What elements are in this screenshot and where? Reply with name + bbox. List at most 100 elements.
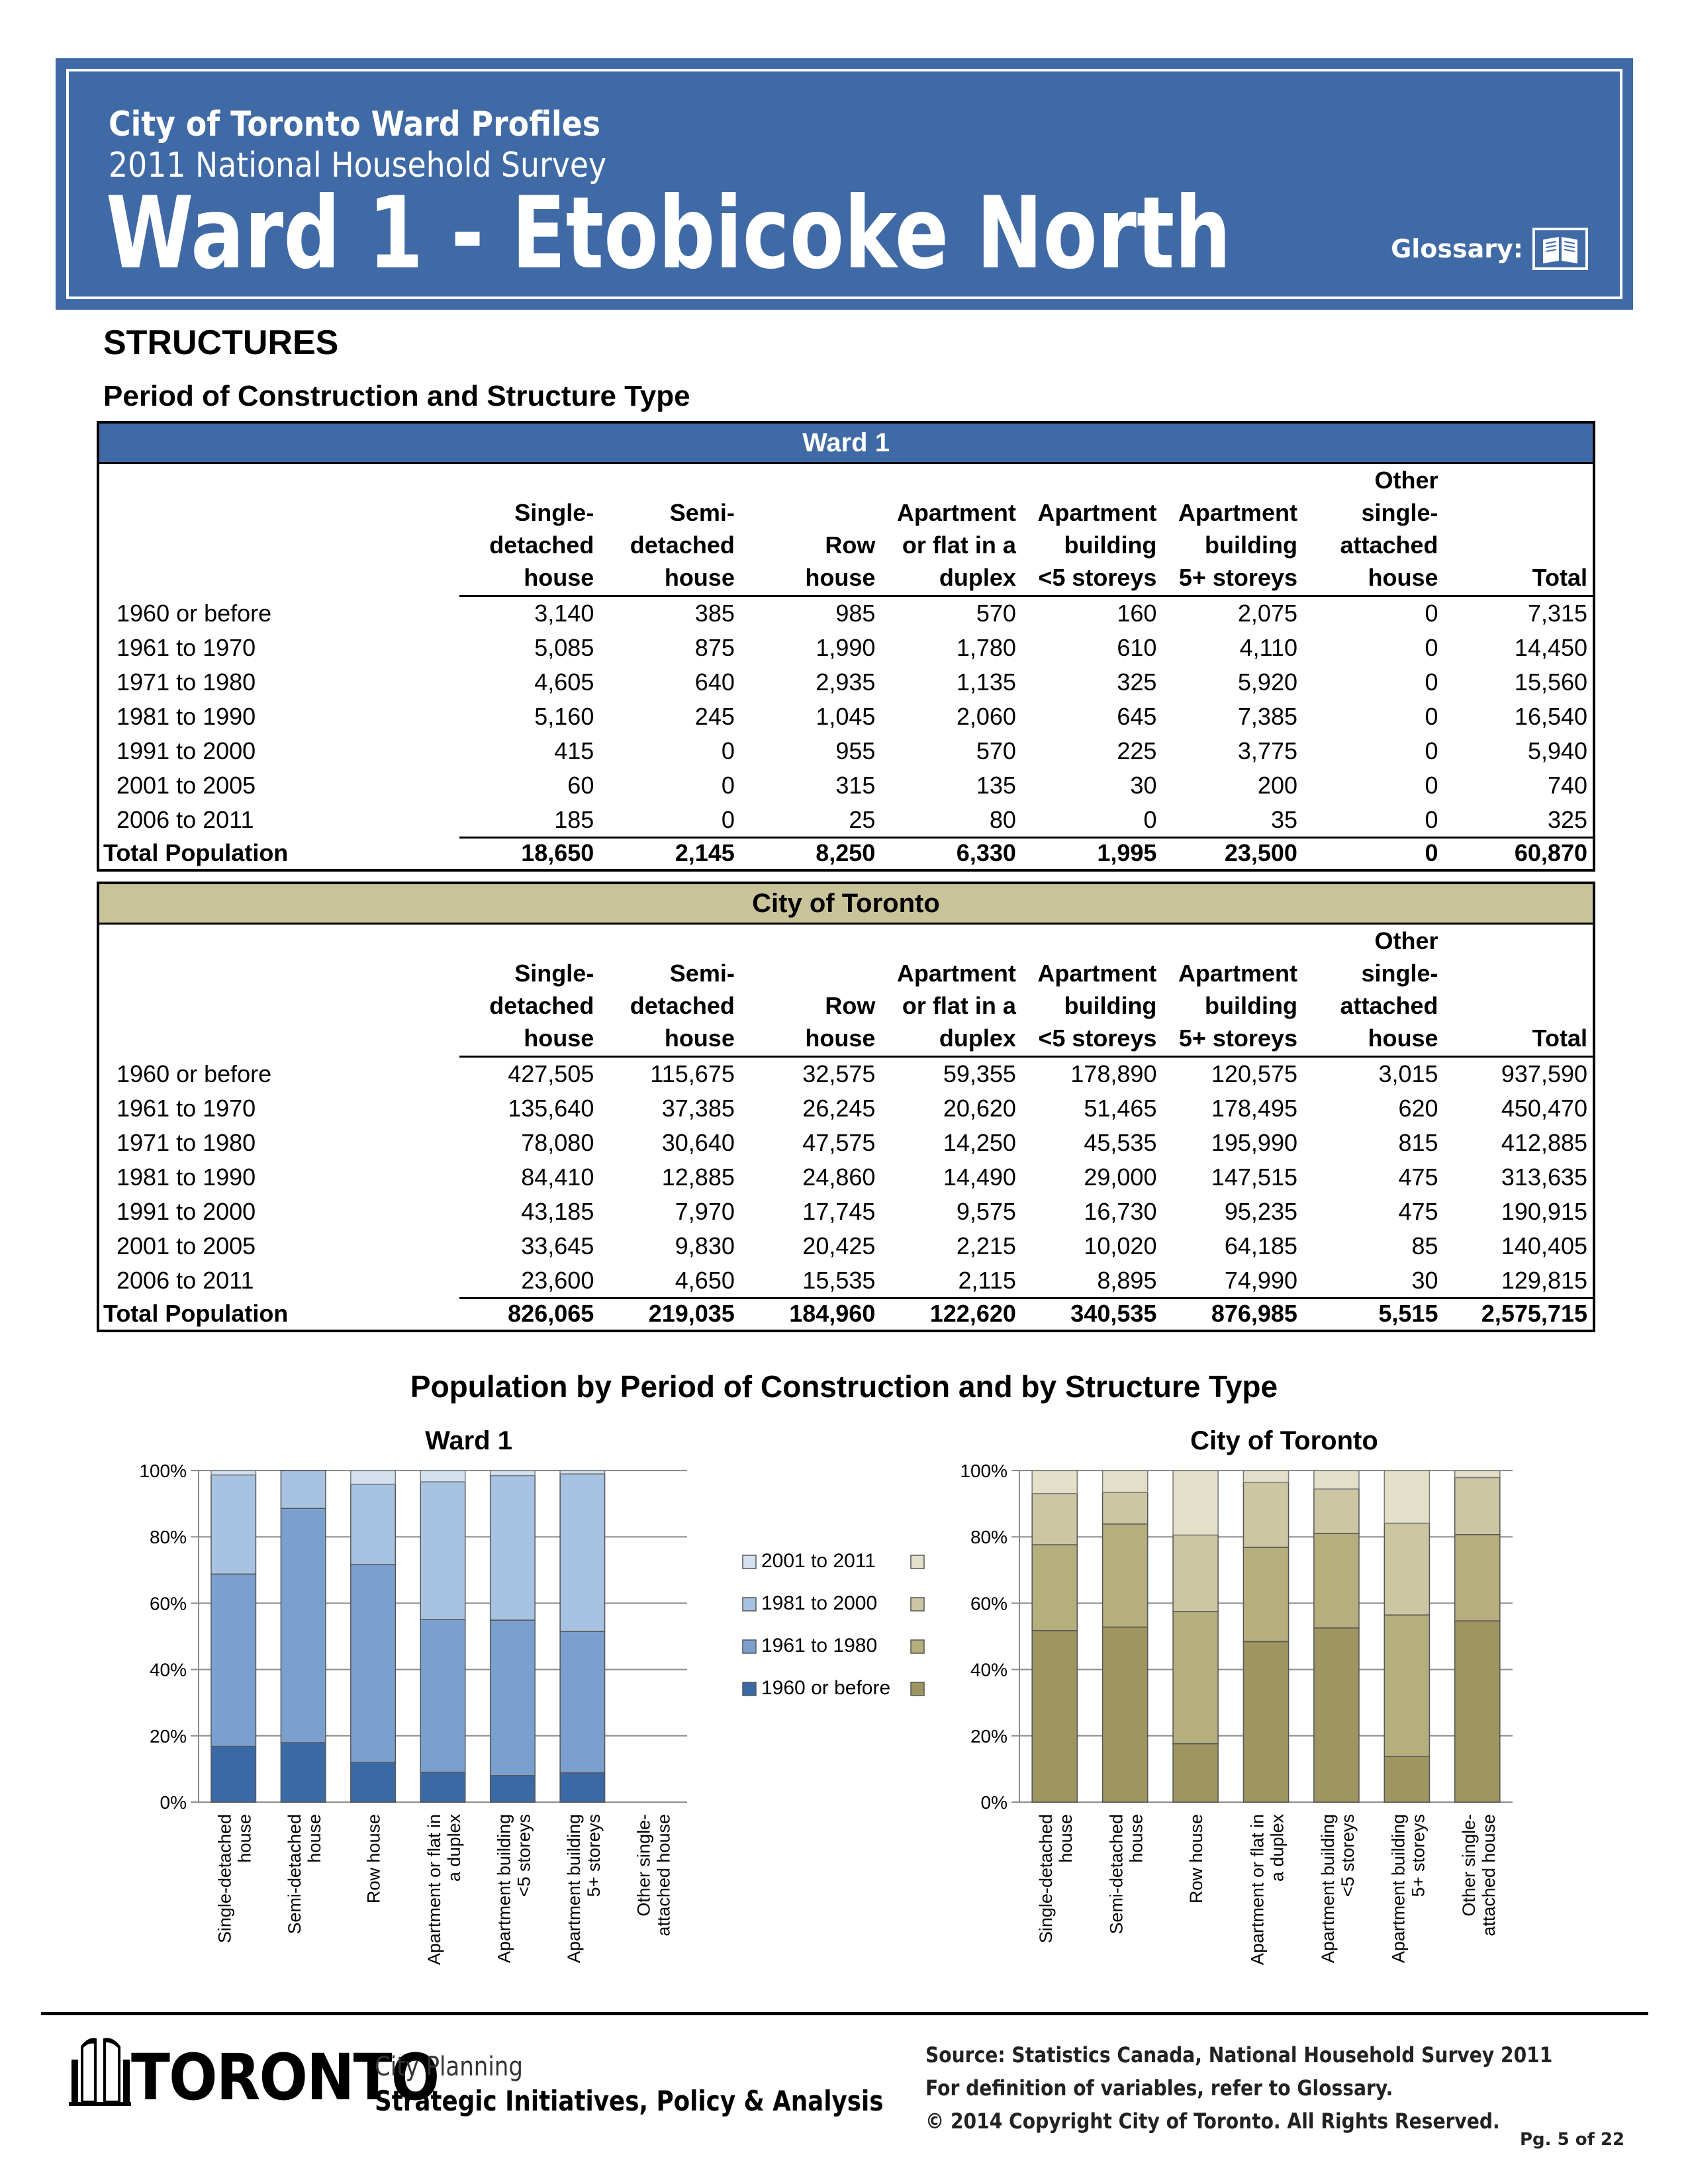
bar-segment xyxy=(1031,1544,1078,1631)
table-cell: 427,505 xyxy=(508,1060,594,1087)
table-cell: 415 xyxy=(554,737,594,764)
table-cell: 23,600 xyxy=(521,1267,594,1294)
table-cell: 475 xyxy=(1398,1163,1438,1191)
total-cell: 184,960 xyxy=(789,1300,876,1327)
table-cell: 570 xyxy=(976,600,1016,627)
legend-swatch xyxy=(742,1639,757,1654)
total-cell: 5,515 xyxy=(1378,1300,1438,1327)
table-cell: 0 xyxy=(1425,703,1438,730)
x-tick-label: Apartment building<5 storeys xyxy=(1318,1814,1358,1963)
table-cell: 412,885 xyxy=(1501,1129,1588,1156)
table-cell: 640 xyxy=(694,668,735,696)
dept-line1: City Planning xyxy=(375,2052,523,2082)
logo-word: TORONTO xyxy=(131,2040,440,2115)
table-cell: 115,675 xyxy=(650,1060,735,1087)
table-cell: 10,020 xyxy=(1084,1232,1157,1259)
row-label: 1971 to 1980 xyxy=(117,668,256,696)
charts-title: Population by Period of Construction and… xyxy=(410,1369,1278,1404)
table-cell: 0 xyxy=(1425,737,1438,764)
bar-segment xyxy=(1102,1524,1149,1628)
x-tick-label: Single-detachedhouse xyxy=(215,1814,255,1943)
bar-segment xyxy=(350,1762,397,1803)
table-cell: 178,495 xyxy=(1211,1095,1297,1122)
table-cell: 475 xyxy=(1398,1198,1438,1225)
bar-segment xyxy=(1031,1629,1078,1803)
total-row: Total Population 826,065 219,035 184,960 122… xyxy=(99,1298,1593,1330)
table-cell: 4,650 xyxy=(675,1267,735,1294)
section-title: STRUCTURES xyxy=(103,324,339,362)
table-cell: 385 xyxy=(694,600,735,627)
table-cell: 0 xyxy=(721,737,735,764)
table-cell: 35 xyxy=(1270,806,1297,833)
table-row: 2001 to 2005 33,645 9,830 20,425 2,215 10,020… xyxy=(99,1229,1593,1263)
table-cell: 20,425 xyxy=(802,1232,876,1259)
table-cell: 140,405 xyxy=(1501,1232,1588,1259)
table-cell: 8,895 xyxy=(1097,1267,1157,1294)
col-header: Apartment building 5+ storeys xyxy=(1178,960,1297,1052)
table-cell: 185 xyxy=(554,806,594,833)
source-notes: Source: Statistics Canada, National Hous… xyxy=(925,2038,1638,2138)
legend-swatch xyxy=(742,1555,757,1569)
header-rule xyxy=(459,1056,1593,1058)
bar-segment xyxy=(420,1772,466,1803)
legend-label: 1961 to 1980 xyxy=(761,1635,877,1657)
table-row: 2006 to 2011 23,600 4,650 15,535 2,115 8,895 7… xyxy=(99,1263,1593,1298)
glossary-link[interactable]: Glossary: xyxy=(1391,228,1588,270)
total-cell: 2,145 xyxy=(675,839,735,866)
table-cell: 7,315 xyxy=(1527,600,1588,627)
table-cell: 450,470 xyxy=(1501,1095,1588,1122)
total-cell: 876,985 xyxy=(1211,1300,1297,1327)
table-cell: 1,135 xyxy=(956,668,1016,696)
table-row: 1991 to 2000 43,185 7,970 17,745 9,575 16,730… xyxy=(99,1195,1593,1229)
table-cell: 78,080 xyxy=(521,1129,594,1156)
footer-rule xyxy=(41,2012,1648,2015)
col-header: Row house xyxy=(805,531,876,591)
table-cell: 16,540 xyxy=(1514,703,1588,730)
table-cell: 2,215 xyxy=(956,1232,1016,1259)
source-line2: For definition of variables, refer to Gl… xyxy=(925,2075,1393,2101)
table-cell: 570 xyxy=(976,737,1016,764)
legend-swatch xyxy=(910,1597,925,1612)
table-cell: 815 xyxy=(1398,1129,1438,1156)
bar-segment xyxy=(559,1772,606,1803)
table-row: 1971 to 1980 4,605 640 2,935 1,135 325 5,920 0 1… xyxy=(99,665,1593,700)
table-cell: 51,465 xyxy=(1084,1095,1157,1122)
table-cell: 225 xyxy=(1117,737,1157,764)
banner-frame: City of Toronto Ward Profiles 2011 Natio… xyxy=(66,69,1622,299)
row-label: 2001 to 2005 xyxy=(117,1232,256,1259)
col-header: Semi- detached house xyxy=(630,499,735,591)
table-cell: 937,590 xyxy=(1501,1060,1588,1087)
bar-segment xyxy=(1454,1470,1501,1479)
table-cell: 60 xyxy=(567,772,594,799)
bar-segment xyxy=(1454,1533,1501,1621)
total-cell: 23,500 xyxy=(1224,839,1297,866)
bar-segment xyxy=(1243,1470,1289,1483)
row-label: 1991 to 2000 xyxy=(117,1198,256,1225)
table-cell: 9,575 xyxy=(956,1198,1016,1225)
y-tick-label: 80% xyxy=(150,1527,187,1547)
table-cell: 120,575 xyxy=(1211,1060,1297,1087)
chart-title: City of Toronto xyxy=(1190,1426,1378,1455)
table-cell: 7,385 xyxy=(1237,703,1297,730)
col-header: Other single- attached house xyxy=(1340,467,1438,591)
table-cell: 64,185 xyxy=(1224,1232,1297,1259)
legend-swatch xyxy=(742,1682,757,1696)
ward-table-title: Ward 1 xyxy=(99,424,1593,464)
source-line1: Source: Statistics Canada, National Hous… xyxy=(925,2042,1553,2068)
bar-segment xyxy=(559,1631,606,1774)
bar-segment xyxy=(1383,1614,1430,1757)
charts-area: Ward 1 0% 20% 40% 60% 80% 100% Single-detachedh… xyxy=(139,1426,1513,1965)
total-cell: 122,620 xyxy=(929,1300,1016,1327)
table-row: 1961 to 1970 5,085 875 1,990 1,780 610 4,110 0 1… xyxy=(99,631,1593,665)
x-tick-label: Apartment building5+ storeys xyxy=(1388,1814,1428,1963)
table-cell: 0 xyxy=(1425,668,1438,696)
dept-line2: Strategic Initiatives, Policy & Analysis xyxy=(375,2085,884,2117)
legend-swatch xyxy=(910,1639,925,1654)
x-tick-label: Apartment building<5 storeys xyxy=(494,1814,534,1963)
bar-segment xyxy=(280,1508,326,1743)
header-line2: 2011 National Household Survey xyxy=(109,146,607,185)
table-row: 1971 to 1980 78,080 30,640 47,575 14,250 45,5… xyxy=(99,1126,1593,1160)
section-subtitle: Period of Construction and Structure Typ… xyxy=(103,380,690,412)
bar-segment xyxy=(420,1619,466,1773)
book-icon[interactable] xyxy=(1532,228,1588,270)
